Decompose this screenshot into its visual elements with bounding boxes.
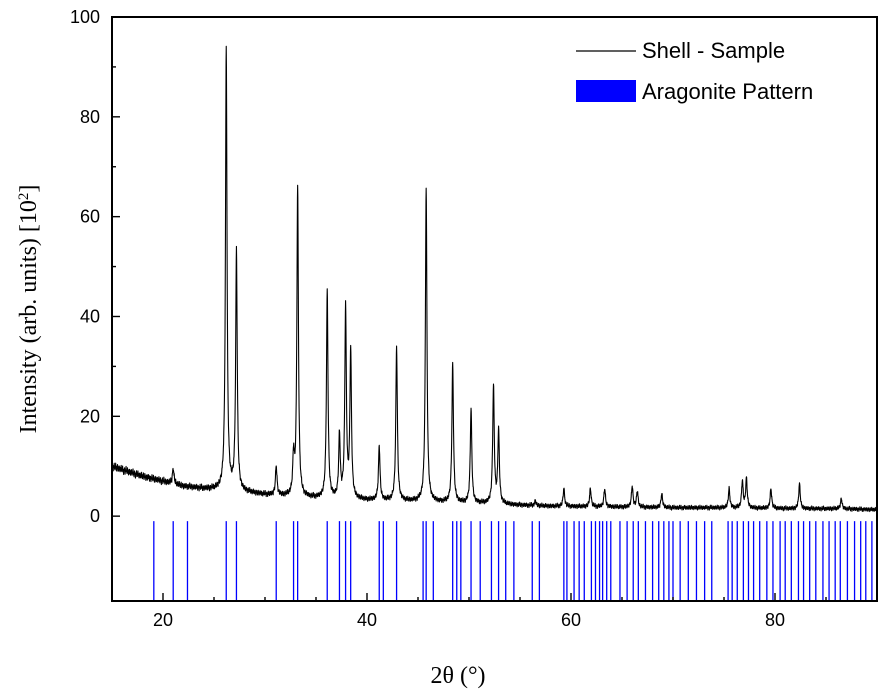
x-tick-label-20: 20 <box>153 610 173 630</box>
y-axis-title: Intensity (arb. units) [102] <box>16 185 42 434</box>
y-tick-label-60: 60 <box>80 207 100 227</box>
legend-label-shell: Shell - Sample <box>642 38 785 63</box>
plot-area <box>111 45 878 601</box>
y-tick-label-20: 20 <box>80 406 100 426</box>
y-tick-label-0: 0 <box>90 506 100 526</box>
legend-label-aragonite: Aragonite Pattern <box>642 79 813 104</box>
shell-sample-line <box>111 45 878 513</box>
legend: Shell - Sample Aragonite Pattern <box>576 38 813 104</box>
y-tick-label-80: 80 <box>80 107 100 127</box>
axis-ticks: 20 40 60 80 0 20 40 60 80 100 <box>70 7 878 630</box>
x-tick-label-40: 40 <box>357 610 377 630</box>
y-tick-label-100: 100 <box>70 7 100 27</box>
y-axis-title-main: Intensity (arb. units) [10 <box>16 200 42 433</box>
y-axis-title-close: ] <box>16 185 42 193</box>
plot-frame <box>111 16 878 602</box>
y-tick-label-40: 40 <box>80 306 100 326</box>
y-axis-title-sup: 2 <box>16 193 32 201</box>
legend-bar-swatch <box>576 80 636 102</box>
x-axis-title: 2θ (°) <box>430 663 485 689</box>
x-tick-label-60: 60 <box>561 610 581 630</box>
x-tick-label-80: 80 <box>765 610 785 630</box>
